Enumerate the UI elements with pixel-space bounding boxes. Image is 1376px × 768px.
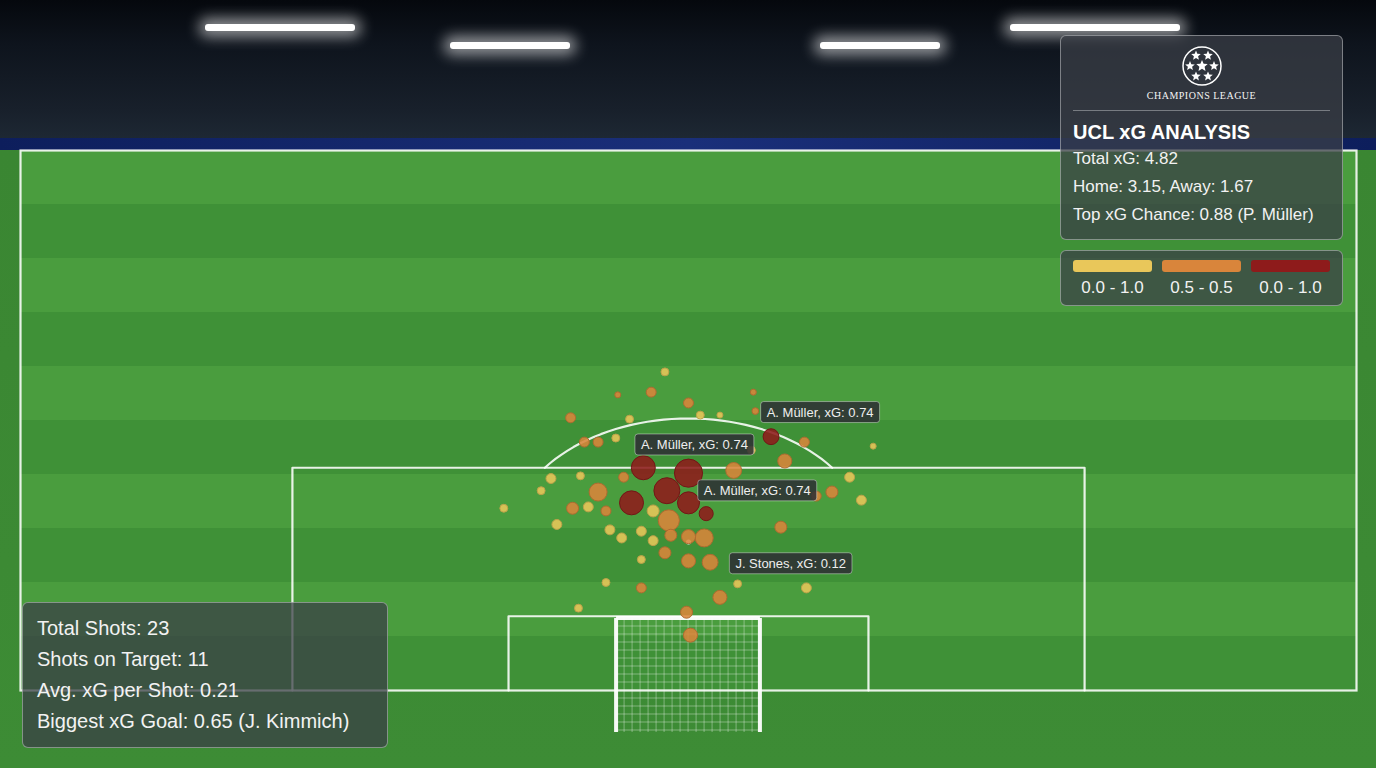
html-text:Home: 3.15, Away: 1.67: Home: 3.15, Away: 1.67 bbox=[1073, 177, 1254, 196]
html-text:Total Shots: 23: Total Shots: 23 bbox=[37, 617, 170, 639]
svg-text:J. Stones, xG: 0.12: J. Stones, xG: 0.12 bbox=[735, 556, 846, 571]
html-text:UCL xG ANALYSIS: UCL xG ANALYSIS bbox=[1073, 121, 1251, 143]
html-text:0.0 - 1.0: 0.0 - 1.0 bbox=[1259, 278, 1322, 297]
html-text:0.0 - 1.0: 0.0 - 1.0 bbox=[1081, 278, 1144, 297]
html-text:0.5 - 0.5: 0.5 - 0.5 bbox=[1170, 278, 1233, 297]
html-text:Top xG Chance: 0.88 (P. Müller: Top xG Chance: 0.88 (P. Müller) bbox=[1073, 205, 1314, 224]
html-text:Avg. xG per Shot: 0.21: Avg. xG per Shot: 0.21 bbox=[37, 679, 239, 701]
html-text:Shots on Target: 11: Shots on Target: 11 bbox=[37, 648, 209, 670]
svg-text:A. Müller, xG: 0.74: A. Müller, xG: 0.74 bbox=[704, 483, 811, 498]
html-text:Total xG: 4.82: Total xG: 4.82 bbox=[1073, 149, 1178, 168]
svg-text:A. Müller, xG: 0.74: A. Müller, xG: 0.74 bbox=[767, 405, 874, 420]
html-text:Biggest xG Goal: 0.65 (J. Kimm: Biggest xG Goal: 0.65 (J. Kimmich) bbox=[37, 710, 350, 732]
svg-text:A. Müller, xG: 0.74: A. Müller, xG: 0.74 bbox=[641, 437, 748, 452]
html-text:CHAMPIONS LEAGUE: CHAMPIONS LEAGUE bbox=[1146, 90, 1257, 101]
